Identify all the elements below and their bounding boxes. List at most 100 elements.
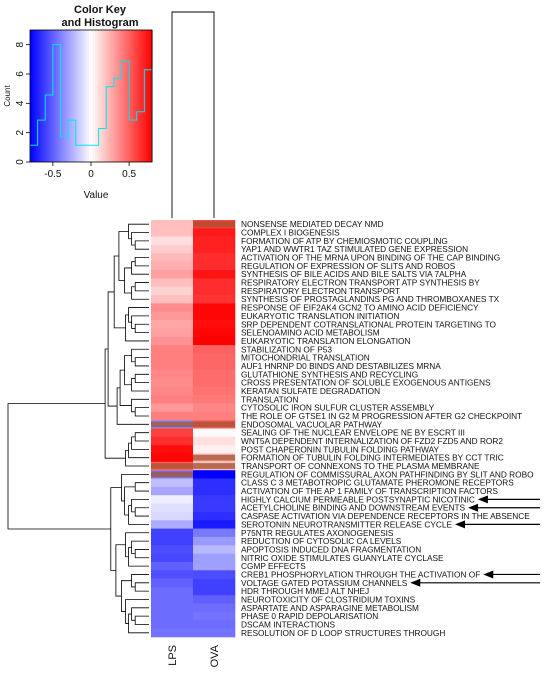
heatmap-cell <box>193 278 236 288</box>
color-key-strip <box>99 30 102 162</box>
row-label: ACETYLCHOLINE BINDING AND DOWNSTREAM EVE… <box>241 503 466 513</box>
heatmap-cell <box>193 378 236 388</box>
row-label: ACTIVATION OF THE AP 1 FAMILY OF TRANSCR… <box>241 486 498 496</box>
heatmap-cell <box>151 386 194 396</box>
heatmap-cell <box>193 528 236 538</box>
row-label: ASPARTATE AND ASPARAGINE METABOLISM <box>241 603 419 613</box>
row-dendrogram-branch <box>134 582 149 592</box>
heatmap-cell <box>151 353 194 363</box>
color-key-strip <box>101 30 104 162</box>
row-label: FORMATION OF ATP BY CHEMIOSMOTIC COUPLIN… <box>241 236 448 246</box>
heatmap-cell <box>193 603 236 613</box>
color-key-histogram-line <box>29 44 153 162</box>
heatmap-cell <box>193 303 236 313</box>
heatmap-cell <box>151 528 194 538</box>
row-dendrogram-branch <box>125 314 149 342</box>
row-dendrogram-branch <box>118 231 129 281</box>
heatmap-cell <box>151 611 194 621</box>
color-key-strip <box>68 30 72 162</box>
row-dendrogram-branch <box>7 403 111 530</box>
color-key-ylabel: Count <box>3 85 12 107</box>
arrow-head <box>455 520 465 529</box>
heatmap-cell-highlight <box>193 463 235 469</box>
column-dendrogram-branch <box>171 11 215 218</box>
row-label: REGULATION OF COMMISSURAL AXON PATHFINDI… <box>241 469 534 479</box>
heatmap-cell <box>151 453 194 463</box>
row-dendrogram-branch <box>134 357 149 367</box>
row-label: TRANSPORT OF CONNEXONS TO THE PLASMA MEM… <box>241 461 480 471</box>
column-dendrogram <box>171 11 215 218</box>
row-label: DSCAM INTERACTIONS <box>241 619 336 629</box>
color-key-strip <box>125 30 129 162</box>
row-dendrogram-branch <box>134 282 149 292</box>
heatmap-cell <box>193 586 236 596</box>
color-key-strip <box>40 30 43 162</box>
row-dendrogram-branch <box>131 498 149 513</box>
row-label: SRP DEPENDENT COTRANSLATIONAL PROTEIN TA… <box>241 319 496 329</box>
heatmap-cell <box>151 320 194 329</box>
color-key-strip <box>64 30 68 162</box>
heatmap-cell <box>193 320 236 329</box>
heatmap-cell <box>151 570 194 579</box>
row-label: SYNTHESIS OF PROSTAGLANDINS PG AND THROM… <box>241 294 500 304</box>
color-key-strip <box>123 30 127 162</box>
heatmap-cell-highlight <box>193 454 235 461</box>
color-key-strip <box>54 30 58 162</box>
row-dendrogram-branch <box>134 482 149 492</box>
color-key-strip <box>93 30 96 162</box>
heatmap-cell-highlight <box>151 471 193 478</box>
heatmap-cell <box>151 236 194 246</box>
color-key: Color Key and Histogram Count Value -0.5… <box>3 4 153 201</box>
color-key-strip <box>62 30 66 162</box>
heatmap-cell <box>193 620 236 629</box>
color-key-strip <box>42 30 45 162</box>
heatmap-cell <box>193 361 236 371</box>
row-label: TRANSLATION <box>241 394 298 404</box>
row-dendrogram-branch <box>125 449 149 467</box>
color-key-strip <box>137 30 141 162</box>
row-label: SYNTHESIS OF BILE ACIDS AND BILE SALTS V… <box>241 269 467 279</box>
row-label: CREB1 PHOSPHORYLATION THROUGH THE ACTIVA… <box>241 569 480 579</box>
heatmap-cell <box>193 345 236 354</box>
column-label: OVA <box>209 644 221 667</box>
heatmap-cell <box>151 311 194 321</box>
heatmap-cell <box>193 236 236 246</box>
row-dendrogram-branch <box>113 255 126 329</box>
heatmap-cell <box>151 586 194 596</box>
heatmap-cell <box>193 353 236 363</box>
heatmap-cell <box>193 511 236 521</box>
heatmap-cell <box>151 245 194 254</box>
row-label: SEROTONIN NEUROTRANSMITTER RELEASE CYCLE <box>241 519 452 529</box>
row-label: REDUCTION OF CYTOSOLIC CA LEVELS <box>241 536 402 546</box>
row-label: REGULATION OF EXPRESSION OF SLITS AND RO… <box>241 261 456 271</box>
row-dendrogram-branch <box>115 544 126 597</box>
color-key-strip <box>103 30 106 162</box>
heatmap-cell <box>193 328 236 338</box>
color-key-strip <box>34 30 37 162</box>
row-label: AUF1 HNRNP D0 BINDS AND DESTABILIZES MRN… <box>241 361 441 371</box>
row-label: RESPIRATORY ELECTRON TRANSPORT <box>241 286 400 296</box>
row-dendrogram-branch <box>125 599 149 624</box>
heatmap-cell <box>151 478 194 488</box>
arrow-head <box>410 578 421 587</box>
color-key-y-tick-label: 4 <box>15 100 26 106</box>
color-key-y-tick-label: 2 <box>15 129 26 135</box>
heatmap-cell <box>151 286 194 296</box>
row-label: YAP1 AND WWTR1 TAZ STIMULATED GENE EXPRE… <box>241 244 468 254</box>
color-key-strip <box>129 30 133 162</box>
row-label: GLUTATHIONE SYNTHESIS AND RECYCLING <box>241 369 418 379</box>
row-label: CASPASE ACTIVATION VIA DEPENDENCE RECEPT… <box>241 511 530 521</box>
color-key-strip <box>95 30 98 162</box>
color-key-strip <box>107 30 110 162</box>
row-label: RESPONSE OF EIF2AK4 GCN2 TO AMINO ACID D… <box>241 303 479 313</box>
heatmap-cell <box>193 478 236 488</box>
heatmap-cell <box>151 278 194 288</box>
heatmap-cell <box>151 503 194 513</box>
heatmap-cell <box>193 261 236 271</box>
heatmap-cell <box>193 570 236 579</box>
row-label: MITOCHONDRIAL TRANSLATION <box>241 353 370 363</box>
color-key-y-tick-label: 6 <box>15 71 26 77</box>
row-dendrogram-branch <box>131 348 149 363</box>
heatmap-cell <box>193 436 236 446</box>
row-dendrogram-branch <box>124 267 132 294</box>
